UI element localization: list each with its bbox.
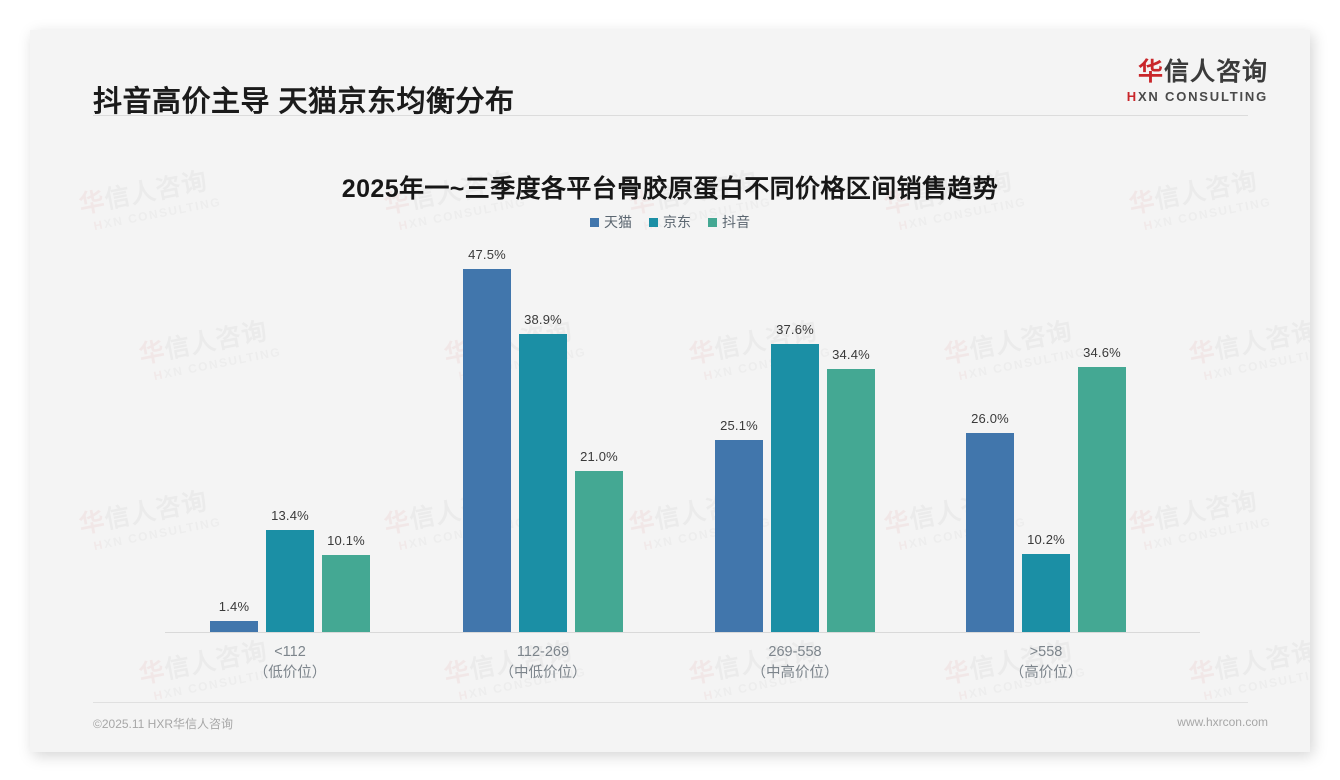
bar-group-112-269: 47.5% 38.9% 21.0% bbox=[463, 202, 623, 632]
bar-rect[interactable] bbox=[210, 621, 258, 632]
bar-value-label: 37.6% bbox=[776, 322, 814, 338]
bar-天猫-<112[interactable]: 1.4% bbox=[210, 202, 258, 632]
bar-京东-112-269[interactable]: 38.9% bbox=[519, 202, 567, 632]
brand-logo-cn-rest: 信人咨询 bbox=[1163, 58, 1268, 86]
bar-rect[interactable] bbox=[715, 440, 763, 632]
bar-rect[interactable] bbox=[575, 471, 623, 632]
x-axis-label-<112: <112 （低价位） bbox=[175, 642, 405, 684]
legend-label: 抖音 bbox=[722, 214, 750, 230]
chart-plot-area: 1.4% 13.4% 10.1% <112 （低价位） 47.5% 38.9% 21.0% 11… bbox=[30, 30, 1310, 752]
bar-rect[interactable] bbox=[266, 529, 314, 632]
bar-value-label: 13.4% bbox=[271, 507, 309, 523]
bar-value-label: 26.0% bbox=[971, 411, 1009, 427]
bar-value-label: 25.1% bbox=[720, 418, 758, 433]
bar-value-label: 10.1% bbox=[327, 532, 365, 548]
bar-天猫-112-269[interactable]: 47.5% bbox=[463, 202, 511, 632]
x-axis-label-main: 112-269 bbox=[516, 644, 570, 660]
legend-swatch-icon bbox=[708, 217, 717, 227]
bar-抖音->558[interactable]: 34.6% bbox=[1078, 202, 1126, 632]
bar-rect[interactable] bbox=[519, 334, 567, 632]
legend-item-抖音[interactable]: 抖音 bbox=[708, 212, 750, 232]
chart-title: 2025年一~三季度各平台骨胶原蛋白不同价格区间销售趋势 bbox=[341, 175, 999, 203]
x-axis-label-sub: （中高价位） bbox=[751, 665, 839, 682]
bar-天猫-269-558[interactable]: 25.1% bbox=[715, 202, 763, 632]
bar-京东->558[interactable]: 10.2% bbox=[1022, 202, 1070, 632]
bar-value-label: 21.0% bbox=[580, 449, 618, 465]
bar-group-<112: 1.4% 13.4% 10.1% bbox=[210, 202, 370, 632]
brand-logo-cn: 华信人咨询 bbox=[1127, 58, 1268, 87]
legend-swatch-icon bbox=[590, 217, 599, 227]
x-axis-line bbox=[165, 632, 1200, 633]
x-axis-label-112-269: 112-269 （中低价位） bbox=[428, 642, 658, 684]
bar-rect[interactable] bbox=[322, 554, 370, 632]
bar-value-label: 38.9% bbox=[524, 312, 562, 328]
bar-group-269-558: 25.1% 37.6% 34.4% bbox=[715, 202, 875, 632]
x-axis-label-main: <112 bbox=[274, 644, 306, 660]
x-axis-label-sub: （高价位） bbox=[1009, 665, 1083, 682]
brand-logo-en-rest: XN CONSULTING bbox=[1137, 88, 1268, 104]
bar-row: 1.4% 13.4% 10.1% bbox=[210, 202, 370, 632]
legend-label: 京东 bbox=[663, 214, 691, 230]
x-axis-label-main: 269-558 bbox=[768, 644, 822, 660]
legend-label: 天猫 bbox=[604, 214, 632, 230]
bar-天猫->558[interactable]: 26.0% bbox=[966, 202, 1014, 632]
legend-item-天猫[interactable]: 天猫 bbox=[590, 212, 632, 232]
bar-rect[interactable] bbox=[1078, 367, 1126, 632]
bar-value-label: 10.2% bbox=[1027, 531, 1065, 547]
brand-logo-en: HXN CONSULTING bbox=[1127, 89, 1268, 104]
bar-rect[interactable] bbox=[1022, 553, 1070, 632]
footer-website: www.hxrcon.com bbox=[1177, 715, 1268, 729]
legend-item-京东[interactable]: 京东 bbox=[649, 212, 691, 232]
x-axis-label-main: >558 bbox=[1029, 644, 1063, 660]
slide-card: 华信人咨询 HXN CONSULTING 华信人咨询 HXN CONSULTING 华信… bbox=[30, 30, 1310, 752]
bar-京东-269-558[interactable]: 37.6% bbox=[771, 202, 819, 632]
footer-copyright: ©2025.11 HXR华信人咨询 bbox=[93, 717, 233, 731]
bar-京东-<112[interactable]: 13.4% bbox=[266, 202, 314, 632]
bar-group->558: 26.0% 10.2% 34.6% bbox=[966, 202, 1126, 632]
bar-row: 25.1% 37.6% 34.4% bbox=[715, 202, 875, 632]
bar-抖音-<112[interactable]: 10.1% bbox=[322, 202, 370, 632]
bar-抖音-269-558[interactable]: 34.4% bbox=[827, 202, 875, 632]
bar-value-label: 47.5% bbox=[468, 246, 506, 262]
bar-抖音-112-269[interactable]: 21.0% bbox=[575, 202, 623, 632]
slide-header: 抖音高价主导 天猫京东均衡分布 华信人咨询 HXN CONSULTING bbox=[30, 30, 1310, 118]
page-title: 抖音高价主导 天猫京东均衡分布 bbox=[93, 86, 515, 118]
bar-row: 26.0% 10.2% 34.6% bbox=[966, 202, 1126, 632]
brand-logo-en-accent: H bbox=[1126, 88, 1138, 104]
brand-logo: 华信人咨询 HXN CONSULTING bbox=[1127, 58, 1268, 104]
bar-rect[interactable] bbox=[771, 344, 819, 632]
bar-rect[interactable] bbox=[463, 268, 511, 632]
x-axis-label->558: >558 （高价位） bbox=[931, 642, 1161, 684]
bar-row: 47.5% 38.9% 21.0% bbox=[463, 202, 623, 632]
bar-rect[interactable] bbox=[966, 433, 1014, 632]
legend-swatch-icon bbox=[649, 217, 658, 227]
bar-rect[interactable] bbox=[827, 368, 875, 632]
x-axis-label-sub: （中低价位） bbox=[499, 665, 587, 682]
footer-divider bbox=[93, 702, 1248, 703]
header-divider bbox=[93, 115, 1248, 116]
bar-value-label: 1.4% bbox=[218, 599, 250, 615]
x-axis-label-269-558: 269-558 （中高价位） bbox=[680, 642, 910, 684]
bar-value-label: 34.4% bbox=[832, 346, 870, 362]
bar-value-label: 34.6% bbox=[1083, 345, 1121, 361]
x-axis-label-sub: （低价位） bbox=[253, 665, 327, 682]
chart-legend: 天猫 京东 抖音 bbox=[30, 212, 1310, 232]
brand-logo-cn-accent: 华 bbox=[1137, 58, 1164, 86]
